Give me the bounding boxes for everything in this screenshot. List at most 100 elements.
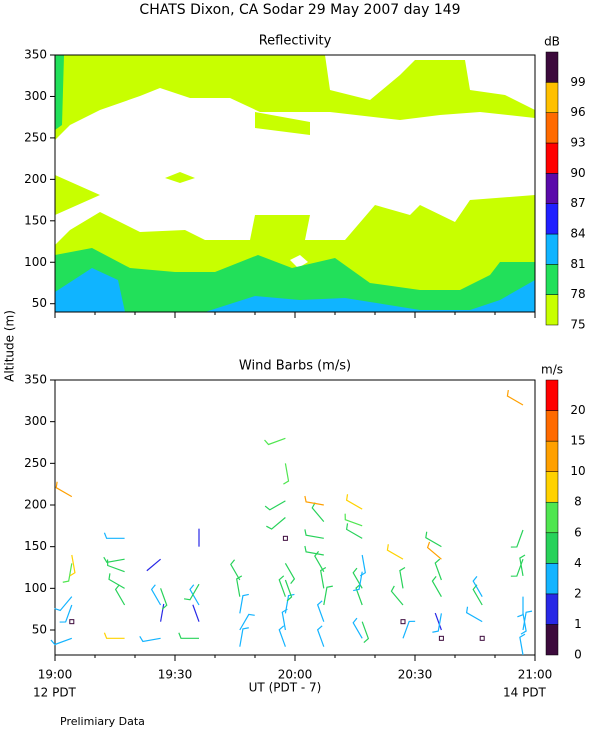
y-tick-label: 200	[24, 172, 47, 186]
wind-barb	[146, 558, 161, 572]
wind-barb	[344, 513, 363, 527]
calm-marker	[479, 635, 485, 641]
y-tick-label: 200	[24, 498, 47, 512]
wind-barb	[506, 389, 524, 406]
wind-barb	[434, 612, 442, 631]
wind-barb	[426, 541, 442, 560]
colorbar-segment	[545, 51, 559, 83]
colorbar-segment	[545, 264, 559, 295]
colorbar-label: 20	[570, 403, 585, 417]
wind-barb	[316, 600, 325, 622]
wind-barb	[103, 632, 125, 639]
panel-title: Wind Barbs (m/s)	[239, 359, 351, 374]
calm-marker	[438, 635, 444, 641]
wind-barb	[239, 613, 255, 631]
y-tick-label: 150	[24, 539, 47, 553]
x-tick-label: 20:30	[398, 668, 433, 682]
x-tick-label: 21:00	[518, 668, 553, 682]
wind-barb	[264, 500, 286, 511]
wind-barb	[304, 529, 324, 539]
x-tick-label: 20:00	[278, 668, 313, 682]
colorbar-label: 87	[570, 196, 585, 210]
colorbar-segment	[545, 112, 559, 144]
contour-fill	[55, 55, 64, 130]
colorbar-segment	[545, 410, 559, 442]
y-tick-label: 300	[24, 89, 47, 103]
wind-barb	[472, 576, 483, 597]
calm-marker	[69, 619, 75, 625]
wind-barb	[284, 593, 295, 614]
wind-barb	[345, 523, 363, 539]
colorbar-title: dB	[544, 35, 560, 49]
wind-barb	[69, 554, 76, 577]
colorbar-label: 2	[574, 586, 582, 600]
wind-barb	[316, 625, 325, 647]
wind-barb	[278, 625, 286, 647]
wind-barb	[150, 584, 162, 606]
wind-barb	[522, 610, 533, 631]
figure-title: CHATS Dixon, CA Sodar 29 May 2007 day 14…	[139, 2, 460, 18]
colorbar-label: 81	[570, 257, 585, 271]
contour-fill	[55, 268, 535, 312]
y-tick-label: 350	[24, 373, 47, 387]
calm-marker	[400, 619, 406, 625]
wind-barb	[55, 481, 73, 498]
wind-barb	[320, 566, 327, 589]
wind-barb	[114, 584, 126, 606]
wind-barb	[283, 463, 290, 485]
wind-barb	[353, 571, 363, 592]
contour-fill	[55, 55, 535, 140]
colorbar-segment	[545, 294, 559, 326]
colorbar-label: 10	[570, 464, 585, 478]
colorbar-segment	[545, 379, 559, 411]
colorbar-label: 0	[574, 648, 582, 662]
y-tick-label: 350	[24, 48, 47, 62]
wind-barb	[359, 554, 366, 577]
panel-title: Reflectivity	[259, 34, 332, 49]
reflectivity-field	[55, 55, 535, 312]
x-tick-label: 19:00	[38, 668, 73, 682]
wind-barb	[352, 617, 363, 639]
colorbar-segment	[545, 203, 559, 235]
wind-barb	[160, 603, 165, 622]
colorbar-label: 15	[570, 434, 585, 448]
x-tick-label: 19:30	[158, 668, 193, 682]
wind-barb	[510, 558, 524, 577]
wind-barb	[50, 637, 73, 646]
wind-barb	[54, 596, 73, 612]
wind-barb	[352, 567, 363, 589]
colorbar-segment	[545, 173, 559, 204]
colorbar-segment	[545, 501, 559, 534]
wind-barb	[386, 544, 404, 560]
colorbar-label: 96	[570, 105, 585, 119]
contour-fill	[290, 255, 308, 268]
colorbar-label: 75	[570, 318, 585, 332]
wind-barb	[106, 559, 125, 573]
colorbar-label: 6	[574, 525, 582, 539]
colorbar-label: 4	[574, 556, 582, 570]
wind-barb	[230, 559, 241, 581]
wind-barb	[192, 604, 200, 622]
wind-barb	[323, 585, 333, 606]
wind-barb	[284, 579, 293, 602]
wind-barb	[108, 573, 125, 589]
wind-barb	[390, 585, 404, 606]
wind-barb	[183, 583, 200, 601]
wind-barb	[264, 437, 286, 446]
wind-barb	[178, 632, 199, 639]
wind-barb	[103, 532, 125, 539]
contour-fill	[255, 112, 310, 135]
wind-barb	[431, 576, 442, 597]
colorbar-label: 93	[570, 136, 585, 150]
contour-fill	[55, 175, 100, 215]
wind-barb	[239, 627, 249, 647]
x-end-label: 12 PDT	[33, 686, 77, 700]
y-tick-label: 300	[24, 414, 47, 428]
wind-barb	[434, 558, 442, 581]
wind-barb	[284, 563, 296, 584]
wind-barb	[304, 495, 324, 506]
wind-barb	[62, 563, 73, 583]
colorbar-segment	[545, 624, 559, 656]
x-end-label: 14 PDT	[503, 686, 547, 700]
